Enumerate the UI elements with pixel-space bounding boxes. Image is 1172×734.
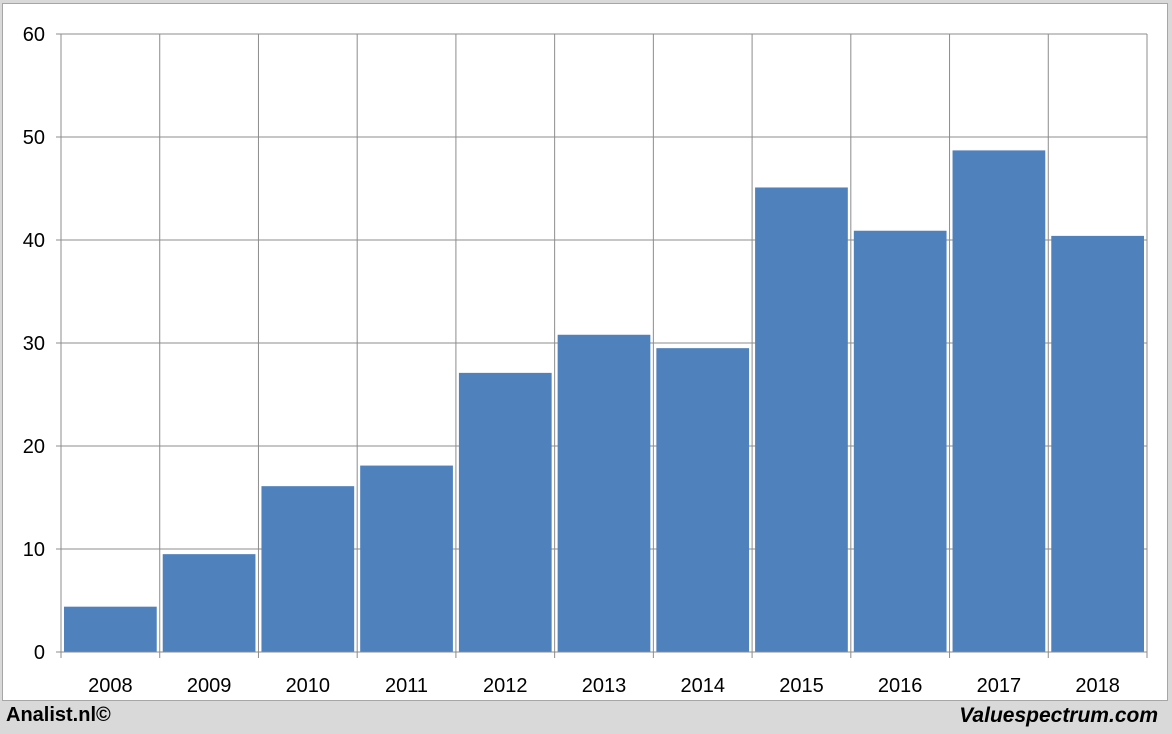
y-tick-label: 20 — [23, 436, 45, 458]
bar-2016 — [853, 230, 947, 653]
bar-chart: 0 10 20 30 40 50 60 2008 2009 2010 2011 2012 2013 201… — [23, 24, 1148, 697]
bar-2013 — [557, 334, 651, 652]
axes — [56, 33, 1148, 658]
bar-2014 — [656, 348, 750, 652]
x-tick-label: 2012 — [483, 675, 528, 697]
source-credit-right: Valuespectrum.com — [959, 704, 1158, 727]
chart-frame: 0 10 20 30 40 50 60 2008 2009 2010 2011 2012 2013 201… — [2, 3, 1168, 701]
y-tick-label: 60 — [23, 24, 45, 46]
bar-2010 — [261, 486, 355, 652]
tick-labels: 0 10 20 30 40 50 60 2008 2009 2010 2011 2012 2013 201… — [23, 24, 1120, 697]
x-tick-label: 2013 — [582, 675, 627, 697]
y-tick-label: 10 — [23, 539, 45, 561]
grid-lines — [60, 33, 1148, 652]
bar-2018 — [1051, 235, 1144, 652]
x-tick-label: 2010 — [286, 675, 331, 697]
x-tick-label: 2008 — [88, 675, 133, 697]
y-tick-label: 30 — [23, 333, 45, 355]
bar-2012 — [458, 372, 552, 652]
x-tick-label: 2011 — [385, 675, 428, 697]
bar-2015 — [755, 187, 848, 652]
bar-2017 — [952, 150, 1046, 652]
x-tick-label: 2017 — [977, 675, 1022, 697]
x-tick-label: 2016 — [878, 675, 923, 697]
bars — [64, 150, 1144, 653]
source-credit-left: Analist.nl© — [6, 704, 111, 726]
x-tick-label: 2014 — [680, 675, 725, 697]
bar-2008 — [64, 606, 157, 652]
y-tick-label: 0 — [34, 642, 45, 664]
bar-2009 — [162, 554, 256, 652]
x-tick-label: 2009 — [187, 675, 232, 697]
x-tick-label: 2018 — [1075, 675, 1120, 697]
y-tick-label: 50 — [23, 127, 45, 149]
x-tick-label: 2015 — [779, 675, 824, 697]
y-tick-label: 40 — [23, 230, 45, 252]
bar-2011 — [360, 465, 453, 652]
